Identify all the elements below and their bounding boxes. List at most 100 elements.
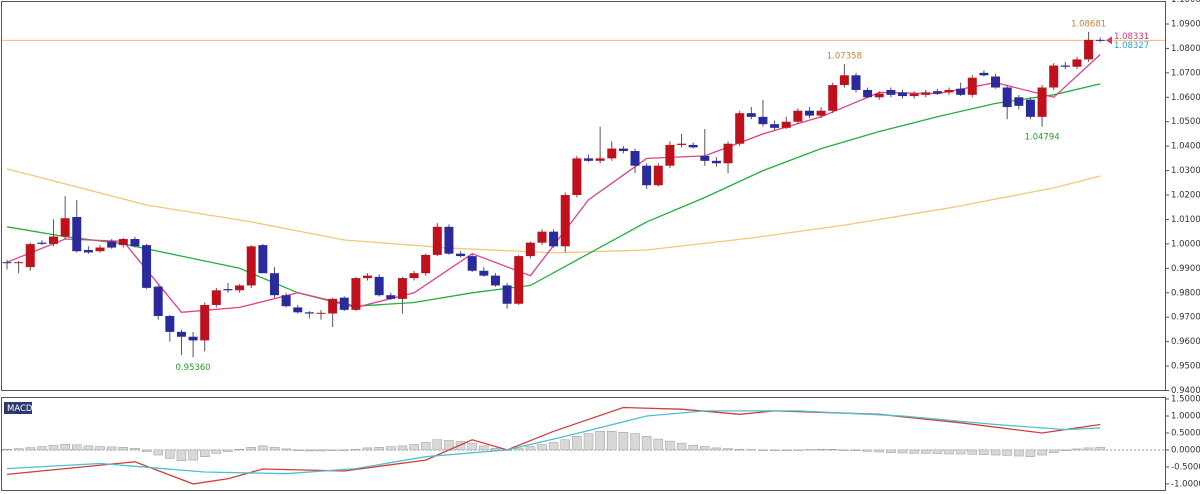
macd-histogram-bar (618, 432, 629, 451)
macd-histogram-bar (816, 449, 826, 451)
macd-histogram-bar (1095, 446, 1105, 451)
macd-histogram-bar (37, 446, 47, 451)
macd-histogram-bar (211, 449, 222, 454)
macd-histogram-bar (1025, 449, 1036, 457)
macd-histogram-bar (839, 449, 850, 451)
candle-body (293, 307, 303, 313)
candle-body (118, 239, 128, 246)
y-tick-label: 1.06000 (1171, 93, 1200, 103)
macd-histogram-bar (746, 449, 757, 451)
candle-body (584, 158, 593, 161)
candle-body (456, 253, 466, 257)
candle-body (421, 254, 431, 274)
candle-body (607, 148, 617, 159)
candle-body (991, 76, 1001, 88)
macd-histogram-bar (351, 449, 361, 451)
macd-histogram-bar (734, 449, 745, 451)
macd-histogram-bar (455, 441, 466, 451)
candle-body (467, 256, 477, 271)
macd-histogram-bar (607, 431, 617, 451)
candle-body (618, 148, 628, 152)
macd-histogram-bar (153, 449, 163, 456)
candle-body (514, 256, 524, 304)
candle-body (537, 231, 547, 243)
price-marker-label: 1.08331 (1114, 32, 1149, 42)
candle-body (2, 262, 12, 264)
candle-body (921, 92, 931, 95)
macd-histogram-bar (653, 438, 664, 451)
macd-histogram-bar (886, 449, 896, 453)
indicator-line (6, 410, 1101, 475)
macd-histogram-bar (281, 448, 291, 451)
macd-histogram-bar (874, 449, 884, 453)
macd-histogram-bar (1072, 448, 1082, 451)
candle-body (490, 275, 500, 286)
macd-histogram-bar (269, 446, 280, 451)
macd-histogram-bar (967, 449, 978, 455)
macd-histogram-bar (467, 442, 477, 451)
candle-body (688, 144, 698, 148)
candle-body (549, 231, 559, 247)
macd-histogram-bar (944, 449, 954, 455)
y-tick-label: 0.5000 (1171, 428, 1200, 438)
candle-body (502, 285, 512, 304)
macd-histogram-bar (293, 449, 303, 451)
macd-histogram-bar (583, 433, 594, 451)
candle-body (746, 113, 756, 117)
candle-body (758, 116, 768, 125)
macd-histogram-bar (13, 448, 24, 451)
macd-histogram-bar (909, 449, 919, 454)
candle-body (1037, 87, 1047, 117)
y-tick-label: 0.0000 (1171, 445, 1200, 455)
candle-body (188, 336, 198, 341)
candle-body (967, 77, 977, 95)
candle-body (153, 286, 163, 316)
candle-body (770, 124, 780, 128)
candle-body (176, 331, 186, 337)
candle-body (735, 113, 745, 144)
candle-body (374, 276, 384, 296)
y-tick-label: 1.08000 (1171, 44, 1200, 54)
candle-body (386, 295, 396, 299)
y-tick-label: 1.03000 (1171, 166, 1200, 176)
candle-body (200, 304, 210, 341)
macd-histogram-bar (1014, 449, 1024, 457)
macd-histogram-bar (1048, 449, 1059, 453)
macd-histogram-bar (374, 446, 384, 451)
candle-body (142, 245, 152, 288)
candle-body (560, 195, 570, 247)
candle-body (165, 315, 175, 332)
macd-histogram-bar (560, 439, 570, 451)
candle-body (211, 290, 221, 305)
candle-body (37, 242, 47, 244)
macd-histogram-bar (165, 449, 175, 459)
macd-histogram-bar (25, 447, 36, 451)
macd-histogram-bar (793, 449, 803, 451)
macd-histogram-bar (781, 449, 791, 451)
macd-histogram-bar (711, 447, 722, 451)
candle-body (258, 245, 268, 274)
macd-histogram-bar (362, 447, 373, 451)
macd-histogram-bar (397, 445, 408, 451)
candle-body (874, 93, 884, 98)
macd-histogram-bar (979, 449, 989, 455)
macd-histogram-bar (339, 449, 350, 451)
candle-body (107, 241, 117, 248)
macd-histogram-bar (60, 443, 70, 451)
candle-body (816, 110, 826, 116)
candle-body (572, 158, 582, 196)
macd-histogram-bar (851, 449, 861, 451)
candle-body (677, 143, 687, 145)
candle-body (328, 298, 338, 314)
macd-histogram-bar (327, 449, 338, 451)
macd-histogram-bar (700, 446, 710, 451)
macd-histogram-bar (95, 446, 105, 451)
macd-histogram-bar (676, 442, 687, 451)
macd-histogram-bar (921, 449, 931, 454)
macd-histogram-bar (665, 440, 675, 451)
